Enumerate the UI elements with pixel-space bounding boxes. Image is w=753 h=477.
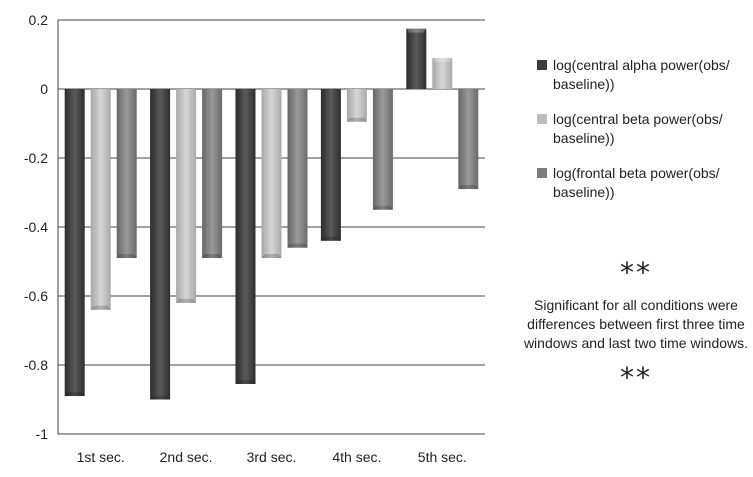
bar-tip [406,28,427,33]
legend-label-frontal-beta: log(frontal beta power(obs/ baseline)) [553,165,720,200]
bar-tip [235,379,256,384]
bar [261,89,282,259]
bar [346,89,367,122]
x-tick-label: 1st sec. [77,449,125,465]
bar-tip [320,236,341,241]
bar-tip [432,57,453,62]
bar [150,89,171,400]
bar-tip [90,305,111,310]
legend-label-central-alpha: log(central alpha power(obs/ baseline)) [553,57,730,92]
bar-tip [64,392,85,397]
bar [176,89,197,303]
x-tick-label: 5th sec. [418,449,467,465]
x-tick-label: 2nd sec. [160,449,213,465]
y-tick-label: -1 [36,426,49,442]
legend-label-central-beta: log(central beta power(obs/ baseline)) [553,111,723,146]
bar [372,89,393,210]
stars-bottom: ** [620,361,652,394]
bar-tip [287,243,308,248]
legend-swatch-frontal-beta [537,168,547,178]
bar [116,89,137,259]
y-tick-label: -0.4 [24,219,48,235]
legend-swatch-central-beta [537,114,547,124]
legend-item-frontal-beta: log(frontal beta power(obs/ baseline)) [537,164,747,202]
bar-tip [150,395,171,400]
x-tick-label: 4th sec. [332,449,381,465]
significance-note: ** Significant for all conditions were d… [520,258,752,393]
bar [320,89,341,241]
legend: log(central alpha power(obs/ baseline)) … [537,56,747,218]
bar-tip [116,254,137,259]
bar-tip [458,185,479,190]
bar [458,89,479,190]
bar-tip [372,205,393,210]
legend-swatch-central-alpha [537,60,547,70]
legend-item-central-alpha: log(central alpha power(obs/ baseline)) [537,56,747,94]
bar [90,89,111,310]
bar-tip [346,117,367,122]
significance-text: Significant for all conditions were diff… [523,297,749,351]
stars-top: ** [620,256,652,289]
y-tick-label: -0.6 [24,288,48,304]
bar [287,89,308,248]
bar [64,89,85,397]
bar-tip [176,298,197,303]
y-tick-label: -0.2 [24,150,48,166]
bar [406,28,427,89]
legend-item-central-beta: log(central beta power(obs/ baseline)) [537,110,747,148]
bar [202,89,223,259]
y-tick-label: 0.2 [29,12,49,28]
bar-tip [202,254,223,259]
bar-tip [261,254,282,259]
x-tick-label: 3rd sec. [247,449,297,465]
bar [235,89,256,384]
y-tick-label: 0 [40,81,48,97]
bar [432,57,453,89]
y-tick-label: -0.8 [24,357,48,373]
